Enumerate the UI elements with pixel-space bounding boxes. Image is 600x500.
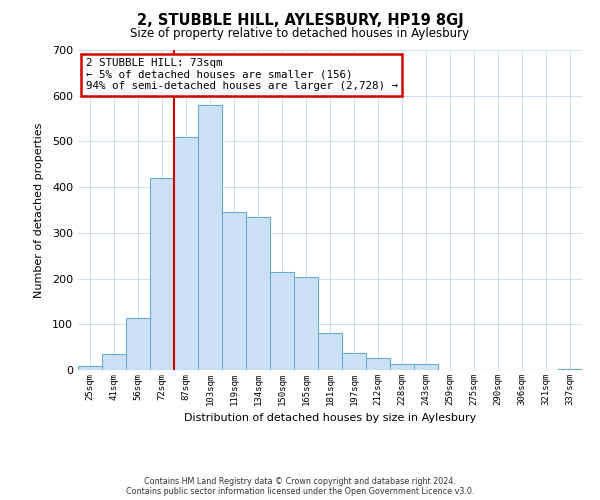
Text: 2 STUBBLE HILL: 73sqm
← 5% of detached houses are smaller (156)
94% of semi-deta: 2 STUBBLE HILL: 73sqm ← 5% of detached h… [86, 58, 398, 91]
Bar [390, 364, 414, 370]
Bar [198, 105, 222, 370]
Bar [342, 353, 366, 370]
X-axis label: Distribution of detached houses by size in Aylesbury: Distribution of detached houses by size … [184, 414, 476, 424]
Text: Contains HM Land Registry data © Crown copyright and database right 2024.
Contai: Contains HM Land Registry data © Crown c… [126, 476, 474, 496]
Bar [318, 332, 342, 370]
Text: 2, STUBBLE HILL, AYLESBURY, HP19 8GJ: 2, STUBBLE HILL, AYLESBURY, HP19 8GJ [137, 12, 463, 28]
Bar [174, 137, 198, 370]
Bar [246, 217, 270, 370]
Bar [222, 212, 246, 370]
Bar [414, 364, 438, 370]
Bar [102, 354, 126, 370]
Y-axis label: Number of detached properties: Number of detached properties [34, 122, 44, 298]
Bar [78, 366, 102, 370]
Bar [294, 277, 318, 370]
Bar [366, 358, 390, 370]
Text: Size of property relative to detached houses in Aylesbury: Size of property relative to detached ho… [130, 28, 470, 40]
Bar [150, 178, 174, 370]
Bar [558, 369, 582, 370]
Bar [126, 318, 150, 370]
Bar [270, 272, 294, 370]
